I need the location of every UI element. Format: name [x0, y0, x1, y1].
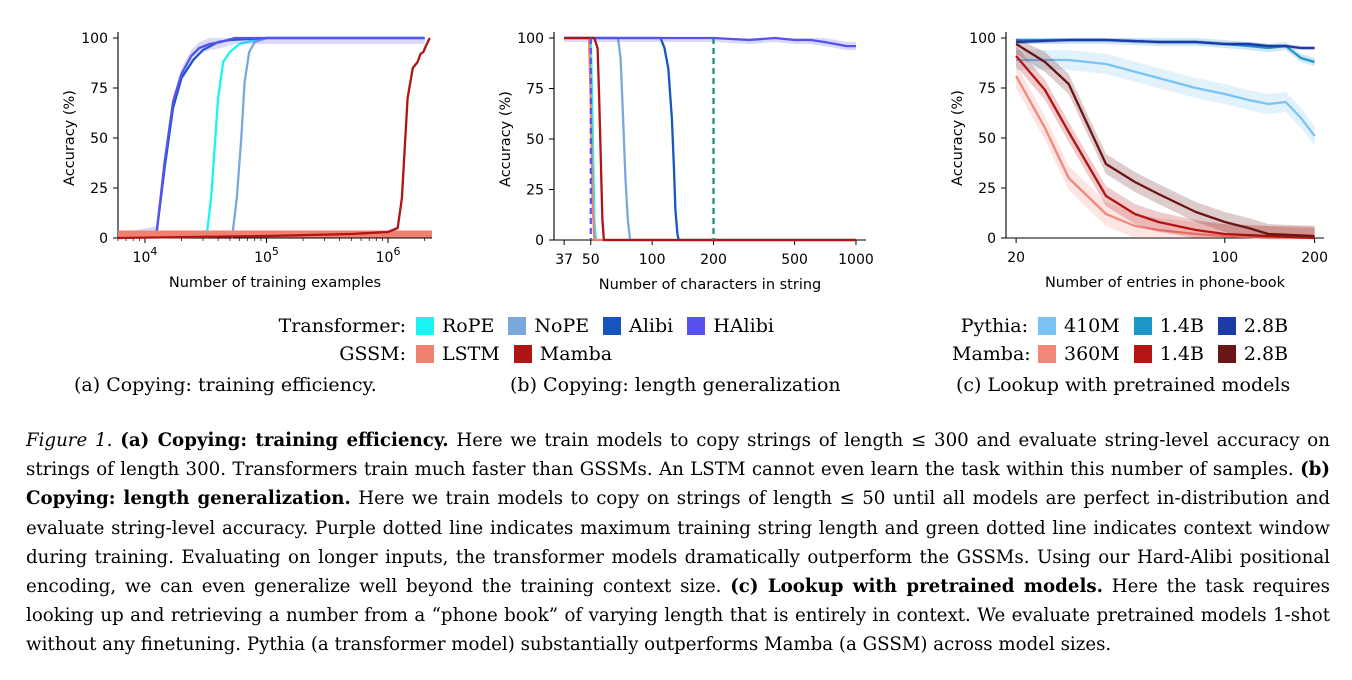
- legend-label-pythia-2-8b: 2.8B: [1243, 315, 1289, 337]
- legend-label-pythia-1-4b: 1.4B: [1159, 315, 1204, 337]
- legend-swatch-halibi: [687, 317, 706, 335]
- chart-b-y-tick-label: 50: [526, 132, 544, 148]
- series-line-a-halibi: [125, 36, 425, 240]
- chart-b-y-tick-label: 0: [535, 233, 544, 249]
- chart-c-y-tick-label: 50: [978, 131, 996, 147]
- legend-swatch-mamba: [513, 345, 532, 363]
- legend-label-mamba-1-4b: 1.4B: [1159, 343, 1204, 365]
- series-line-a-mamba: [117, 37, 431, 240]
- chart-b-y-tick-label: 75: [526, 82, 544, 98]
- subcaption-c: (c) Lookup with pretrained models: [956, 374, 1291, 396]
- chart-c-y-tick-label: 25: [978, 181, 996, 197]
- legend-swatch-mamba-1-4b: [1133, 345, 1152, 363]
- series-line-b-nope: [564, 36, 856, 242]
- legend-label-alibi: Alibi: [629, 315, 674, 337]
- chart-c-x-axis-label: Number of entries in phone-book: [1045, 275, 1286, 291]
- chart-a-y-axis-label: Accuracy (%): [62, 90, 78, 186]
- legend-label-mamba-2-8b: 2.8B: [1243, 343, 1289, 365]
- legend-label-mamba-360m: 360M: [1064, 343, 1120, 365]
- chart-c: 0 25 50 75 100 20 100 200 Number of entries in p…: [950, 31, 1328, 291]
- chart-b-x-tick-label: 200: [700, 252, 727, 268]
- subcaption-b: (b) Copying: length generalization: [510, 374, 841, 396]
- caption-a-text: Here we train models to copy strings of …: [26, 430, 1330, 481]
- chart-b-x-axis-label: Number of characters in string: [599, 277, 822, 293]
- chart-b-x-tick-label: 50: [582, 252, 600, 268]
- caption-c-text: Here the task requires looking up and re…: [26, 576, 1330, 656]
- series-line-b-lstm: [564, 36, 856, 242]
- chart-c-x-tick-label: 100: [1211, 250, 1238, 266]
- legend-swatch-rope: [416, 317, 434, 335]
- caption-c-title: (c) Lookup with pretrained models.: [730, 576, 1103, 598]
- chart-c-x-tick-label: 200: [1301, 250, 1328, 266]
- chart-a-x-tick-label: 106: [376, 245, 401, 266]
- caption-a-title: (a) Copying: training efficiency.: [120, 430, 449, 451]
- legend-label-mamba: Mamba: [539, 343, 613, 365]
- chart-b-x-tick-label: 1000: [838, 252, 874, 268]
- series-band-c-360m: [1016, 64, 1315, 238]
- legend-pythia-label: Pythia:: [960, 315, 1028, 337]
- caption-figure-label: Figure 1.: [26, 430, 113, 451]
- legend-swatch-lstm: [416, 345, 434, 363]
- series-line-a-rope: [205, 36, 425, 239]
- chart-b-y-axis-label: Accuracy (%): [498, 91, 514, 187]
- subcaption-a: (a) Copying: training efficiency.: [74, 374, 377, 396]
- legend-lookup: Pythia: 410M 1.4B 2.8B Mamba: 360M 1.4B …: [952, 312, 1302, 368]
- legend-label-rope: RoPE: [442, 315, 495, 337]
- caption-b-text: Here we train models to copy on strings …: [26, 488, 1330, 598]
- chart-b-y-tick-label: 25: [526, 183, 544, 199]
- legend-swatch-pythia-410m: [1038, 317, 1056, 335]
- legend-swatch-alibi: [603, 317, 622, 335]
- chart-c-y-axis-label: Accuracy (%): [950, 90, 966, 186]
- chart-c-y-tick-label: 0: [987, 231, 996, 247]
- figure-plots: 0 25 50 75 100 104 105 106 Number of training ex…: [62, 31, 1328, 293]
- chart-a-y-tick-label: 75: [90, 81, 108, 97]
- legend-label-pythia-410m: 410M: [1064, 315, 1120, 337]
- figure-caption: Figure 1. (a) Copying: training efficien…: [26, 426, 1330, 660]
- chart-b-x-tick-label: 500: [781, 252, 808, 268]
- chart-a-y-tick-label: 25: [90, 181, 108, 197]
- legend-swatch-nope: [508, 317, 527, 335]
- legend-swatch-mamba-360m: [1038, 345, 1056, 363]
- legend-swatch-pythia-2-8b: [1217, 317, 1236, 335]
- legend-label-halibi: HAlibi: [713, 315, 774, 337]
- chart-a-x-axis-label: Number of training examples: [169, 275, 381, 291]
- series-line-b-rope: [564, 36, 856, 242]
- legend-swatch-mamba-2-8b: [1217, 345, 1236, 363]
- chart-a-y-tick-label: 50: [90, 131, 108, 147]
- series-band-c-410m: [1016, 50, 1315, 146]
- series-line-c-360m: [1015, 75, 1315, 240]
- legend-swatch-pythia-1-4b: [1133, 317, 1152, 335]
- legend-mamba-label: Mamba:: [952, 343, 1031, 365]
- chart-c-y-tick-label: 100: [969, 31, 996, 47]
- chart-b: 0 25 50 75 100 37 50 100 200 500 1000 Number of cha…: [498, 31, 874, 293]
- series-line-b-halibi: [564, 36, 856, 48]
- legend-transformer-label: Transformer:: [278, 315, 406, 337]
- series-line-a-alibi: [125, 36, 425, 240]
- chart-b-x-tick-label: 37: [555, 252, 573, 268]
- series-line-c-410m: [1016, 58, 1316, 137]
- series-line-b-alibi: [564, 36, 856, 242]
- series-line-c-2-8b: [1016, 38, 1315, 50]
- caption-b-title: (b) Copying: length generalization.: [26, 459, 1330, 510]
- series-band-a-halibi: [126, 38, 425, 238]
- chart-b-x-tick-label: 100: [639, 252, 666, 268]
- series-band-b-halibi: [564, 38, 856, 51]
- chart-a-x-tick-label: 105: [254, 245, 279, 266]
- chart-b-y-tick-label: 100: [517, 31, 544, 47]
- chart-a-x-tick-label: 104: [133, 245, 158, 266]
- chart-c-y-tick-label: 75: [978, 81, 996, 97]
- chart-c-x-tick-label: 20: [1007, 250, 1025, 266]
- chart-a-y-tick-label: 0: [99, 231, 108, 247]
- legend-label-nope: NoPE: [534, 315, 590, 337]
- legend-label-lstm: LSTM: [442, 343, 500, 365]
- series-line-b-mamba: [564, 36, 856, 242]
- series-line-c-2-8b: [1015, 43, 1315, 238]
- legend-copying: Transformer: RoPE NoPE Alibi HAlibi GSSM…: [278, 312, 788, 368]
- series-line-a-nope: [230, 36, 425, 239]
- series-line-c-1-4b: [1015, 55, 1315, 240]
- chart-a: 0 25 50 75 100 104 105 106 Number of training ex…: [62, 31, 432, 291]
- chart-a-y-tick-label: 100: [81, 31, 108, 47]
- series-band-c-2-8b: [1016, 38, 1315, 238]
- legend-gssm-label: GSSM:: [339, 343, 406, 365]
